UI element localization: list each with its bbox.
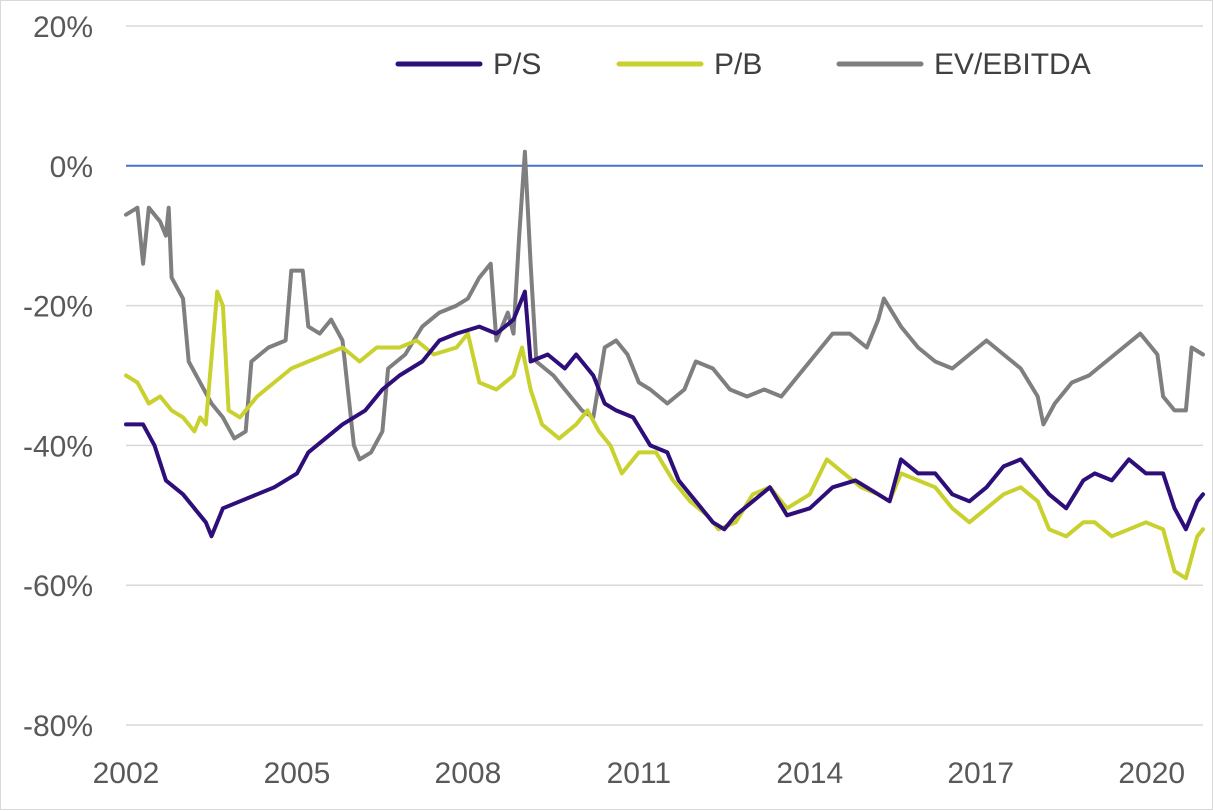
y-tick-label: 0% <box>50 151 93 184</box>
legend: P/S P/B EV/EBITDA <box>395 48 1091 81</box>
x-tick-label: 2002 <box>93 757 160 790</box>
legend-label-ev-ebitda: EV/EBITDA <box>934 48 1091 81</box>
x-axis-tick-labels: 2002 2005 2008 2011 2014 2017 2020 <box>93 757 1185 790</box>
y-axis-tick-labels: 20% 0% -20% -40% -60% -80% <box>23 11 93 743</box>
series-line-p-b <box>124 289 1205 581</box>
y-tick-label: 20% <box>33 11 93 44</box>
legend-label-p-s: P/S <box>493 48 541 81</box>
x-tick-label: 2020 <box>1118 757 1185 790</box>
legend-label-p-b: P/B <box>714 48 762 81</box>
y-tick-label: -20% <box>23 291 93 324</box>
x-tick-label: 2017 <box>947 757 1014 790</box>
y-tick-label: -40% <box>23 430 93 463</box>
series-line-p-s <box>124 289 1205 539</box>
series-lines <box>124 149 1205 581</box>
series-line-ev-ebitda <box>124 149 1205 462</box>
y-tick-label: -60% <box>23 570 93 603</box>
x-tick-label: 2011 <box>607 757 672 790</box>
x-tick-label: 2014 <box>776 757 843 790</box>
gridlines <box>126 25 1203 726</box>
y-tick-label: -80% <box>23 710 93 743</box>
x-tick-label: 2005 <box>264 757 331 790</box>
x-tick-label: 2008 <box>435 757 502 790</box>
